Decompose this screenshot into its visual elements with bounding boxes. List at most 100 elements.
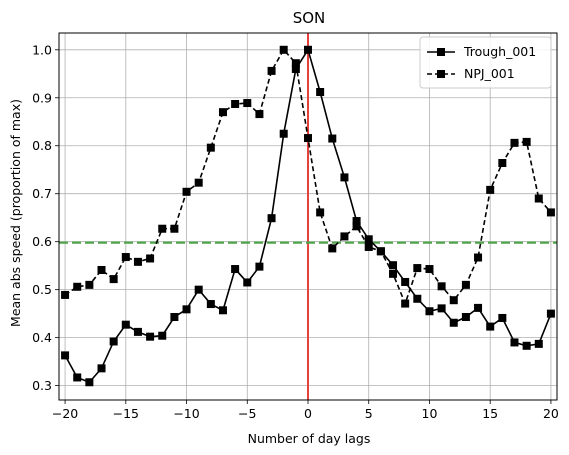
x-tick-label: 0	[304, 406, 312, 421]
data-point	[328, 134, 337, 143]
data-point	[304, 134, 312, 143]
data-point	[279, 129, 288, 138]
x-tick-label: 15	[482, 406, 498, 421]
data-point	[449, 318, 458, 327]
data-point	[97, 265, 106, 274]
data-point	[437, 304, 446, 313]
data-point	[73, 373, 82, 382]
data-point	[121, 320, 130, 329]
series-layer	[61, 45, 555, 387]
data-point	[316, 88, 325, 97]
data-point	[510, 138, 519, 147]
data-point	[498, 159, 507, 168]
y-tick-label: 0.6	[32, 234, 52, 249]
x-tick-label: −15	[113, 406, 139, 421]
data-point	[522, 137, 531, 146]
y-axis-ticks: 0.3 0.4 0.5 0.6 0.7 0.8 0.9 1.0	[32, 42, 59, 393]
data-point	[109, 337, 118, 346]
data-point	[534, 194, 543, 203]
data-point	[61, 290, 70, 299]
y-tick-label: 0.7	[32, 186, 52, 201]
data-point	[73, 282, 82, 291]
x-tick-label: −20	[52, 406, 78, 421]
y-tick-label: 0.3	[32, 378, 52, 393]
y-tick-label: 0.8	[32, 138, 52, 153]
data-point	[267, 214, 276, 223]
data-point	[376, 247, 385, 256]
data-point	[133, 257, 142, 266]
data-point	[340, 173, 349, 182]
data-point	[474, 253, 483, 262]
data-point	[158, 331, 167, 340]
data-point	[206, 143, 215, 152]
data-point	[206, 300, 215, 309]
data-point	[231, 100, 240, 109]
data-point	[352, 217, 361, 226]
data-point	[437, 282, 446, 291]
data-point	[389, 269, 398, 278]
data-point	[255, 110, 264, 119]
data-point	[182, 187, 191, 196]
data-point	[279, 45, 288, 54]
data-point	[401, 299, 410, 308]
data-point	[449, 296, 458, 305]
data-point	[243, 99, 252, 108]
data-point	[291, 64, 300, 73]
data-point	[340, 232, 349, 241]
data-point	[316, 208, 325, 217]
data-point	[546, 208, 555, 217]
chart-title: SON	[293, 9, 326, 27]
data-point	[461, 280, 470, 289]
data-point	[182, 305, 191, 314]
data-point	[486, 185, 495, 194]
legend-marker-trough	[437, 48, 445, 56]
legend-label-trough: Trough_001	[463, 44, 536, 59]
data-point	[255, 262, 264, 271]
reference-lines	[59, 33, 557, 400]
y-tick-label: 0.5	[32, 282, 52, 297]
data-point	[146, 254, 155, 263]
data-point	[546, 309, 555, 318]
legend-label-npj: NPJ_001	[464, 66, 515, 81]
x-axis-label: Number of day lags	[248, 431, 371, 446]
data-point	[231, 265, 240, 274]
x-tick-label: 5	[365, 406, 373, 421]
data-point	[109, 275, 118, 284]
data-point	[85, 378, 94, 387]
series-trough-001	[61, 45, 555, 387]
x-tick-label: 10	[422, 406, 438, 421]
data-point	[146, 332, 155, 341]
data-point	[486, 322, 495, 331]
data-point	[510, 338, 519, 347]
data-point	[389, 261, 398, 270]
data-point	[85, 280, 94, 289]
data-point	[61, 351, 70, 360]
x-tick-label: −10	[173, 406, 199, 421]
data-point	[328, 244, 337, 253]
y-tick-label: 1.0	[32, 42, 52, 57]
x-tick-label: −5	[238, 406, 256, 421]
data-point	[194, 285, 203, 294]
data-point	[364, 242, 373, 251]
data-point	[291, 59, 300, 68]
data-point	[158, 224, 167, 233]
legend: Trough_001 NPJ_001	[419, 36, 552, 89]
data-point	[170, 224, 179, 233]
x-axis-ticks: −20 −15 −10 −5 0 5 10 15 20	[52, 400, 559, 421]
data-point	[364, 235, 373, 244]
data-point	[413, 264, 422, 273]
data-point	[97, 364, 106, 373]
data-point	[425, 265, 434, 274]
data-point	[121, 253, 130, 262]
data-point	[522, 341, 531, 350]
data-point	[534, 339, 543, 348]
legend-marker-npj	[437, 70, 445, 78]
y-axis-label: Mean abs speed (proportion of max)	[8, 99, 23, 327]
data-point	[218, 108, 227, 117]
data-point	[194, 178, 203, 187]
y-tick-label: 0.4	[32, 330, 52, 345]
data-point	[133, 327, 142, 336]
data-point	[413, 294, 422, 303]
data-point	[170, 313, 179, 322]
